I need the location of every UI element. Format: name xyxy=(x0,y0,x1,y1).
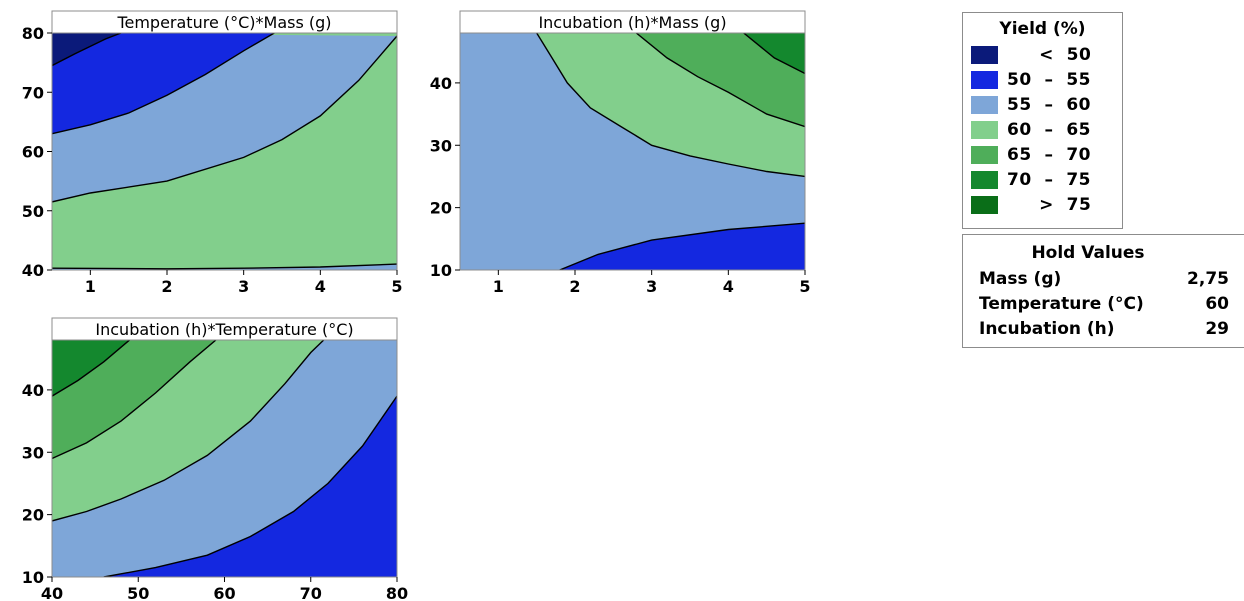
y-tick-label: 10 xyxy=(430,261,452,280)
legend-swatch xyxy=(971,146,998,164)
legend-swatch xyxy=(971,71,998,89)
x-tick-label: 2 xyxy=(161,277,172,296)
legend-swatch xyxy=(971,96,998,114)
x-tick-label: 5 xyxy=(391,277,402,296)
hold-name: Mass (g) xyxy=(979,269,1062,289)
contour-plot: Incubation (h)*Temperature (°C) 40 50 60 70 8… xyxy=(22,317,408,601)
y-tick-label: 70 xyxy=(22,83,44,102)
hold-value: 2,75 xyxy=(1187,269,1229,289)
plot-body xyxy=(52,33,397,270)
plot-title: Incubation (h)*Mass (g) xyxy=(538,13,726,32)
y-tick-label: 40 xyxy=(430,74,452,93)
x-tick-label: 80 xyxy=(386,584,408,601)
legend-label: 50 – 55 xyxy=(1007,70,1091,90)
contour-region xyxy=(559,223,805,270)
legend-item: 65 – 70 xyxy=(971,145,1121,166)
contour-line xyxy=(635,33,805,128)
plot-title-box xyxy=(51,10,398,34)
plot-title: Temperature (°C)*Mass (g) xyxy=(116,13,331,32)
legend-label: 70 – 75 xyxy=(1007,170,1091,190)
plot-body xyxy=(460,33,805,270)
hold-name: Incubation (h) xyxy=(979,319,1115,339)
plot-title-box xyxy=(51,317,398,341)
hold-value: 29 xyxy=(1205,319,1229,339)
legend-item: 55 – 60 xyxy=(971,95,1121,116)
contour-plots-area: Temperature (°C)*Mass (g) 1 2 3 4 5 40 50 60 70 80… xyxy=(22,10,811,601)
y-tick-label: 20 xyxy=(22,506,44,525)
legend-label: > 75 xyxy=(1007,195,1092,215)
contour-plot: Temperature (°C)*Mass (g) 1 2 3 4 5 40 50 60 70 80 xyxy=(22,10,403,296)
legend-title: Yield (%) xyxy=(999,19,1086,39)
legend-swatch xyxy=(971,171,998,189)
contour-line xyxy=(52,340,325,522)
hold-row-temperature: Temperature (°C) 60 xyxy=(979,294,1241,316)
y-tick-label: 60 xyxy=(22,143,44,162)
contour-region xyxy=(743,33,805,74)
x-tick-label: 40 xyxy=(41,584,63,601)
x-tick-label: 1 xyxy=(85,277,96,296)
x-tick-label: 3 xyxy=(238,277,249,296)
legend-item: 50 – 55 xyxy=(971,70,1121,91)
y-tick-label: 30 xyxy=(22,443,44,462)
legend-item: < 50 xyxy=(971,45,1121,66)
y-tick-label: 50 xyxy=(22,202,44,221)
plot-body xyxy=(52,340,397,577)
contour-region xyxy=(636,33,805,127)
legend-swatch xyxy=(971,46,998,64)
y-tick-label: 30 xyxy=(430,136,452,155)
legend-label: 55 – 60 xyxy=(1007,95,1091,115)
contour-line xyxy=(559,222,805,270)
y-tick-label: 20 xyxy=(430,199,452,218)
x-tick-label: 60 xyxy=(213,584,235,601)
legend-label: < 50 xyxy=(1007,45,1092,65)
contour-line xyxy=(52,33,122,67)
y-tick-label: 40 xyxy=(22,381,44,400)
contour-line xyxy=(536,33,805,178)
y-tick-label: 80 xyxy=(22,24,44,43)
hold-name: Temperature (°C) xyxy=(979,294,1144,314)
plot-title: Incubation (h)*Temperature (°C) xyxy=(95,320,353,339)
contour-region xyxy=(52,340,130,397)
contour-plot: Incubation (h)*Mass (g) 1 2 3 4 5 10 20 30 40 xyxy=(430,10,811,296)
hold-value: 60 xyxy=(1205,294,1229,314)
contour-line xyxy=(103,395,397,577)
x-tick-label: 3 xyxy=(646,277,657,296)
contour-region xyxy=(52,33,121,66)
hold-values-title: Hold Values xyxy=(1031,243,1145,263)
yield-legend: Yield (%) < 50 50 – 55 55 – 60 60 – 65 6… xyxy=(962,12,1123,229)
x-tick-label: 50 xyxy=(127,584,149,601)
legend-label: 65 – 70 xyxy=(1007,145,1091,165)
x-tick-label: 4 xyxy=(723,277,734,296)
legend-item: > 75 xyxy=(971,195,1121,216)
contour-region xyxy=(103,396,397,577)
hold-row-incubation: Incubation (h) 29 xyxy=(979,319,1241,341)
y-tick-label: 10 xyxy=(22,568,44,587)
legend-label: 60 – 65 xyxy=(1007,120,1091,140)
contour-region xyxy=(52,33,275,134)
contour-line xyxy=(52,340,217,460)
contour-line xyxy=(743,33,805,75)
x-tick-label: 4 xyxy=(315,277,326,296)
x-tick-label: 1 xyxy=(493,277,504,296)
plot-title-box xyxy=(459,10,806,34)
hold-row-mass: Mass (g) 2,75 xyxy=(979,269,1241,291)
hold-values-panel: Hold Values Mass (g) 2,75 Temperature (°… xyxy=(962,234,1244,348)
contour-line xyxy=(52,33,275,135)
contour-line xyxy=(52,340,131,397)
contour-line xyxy=(52,263,397,270)
legend-swatch xyxy=(971,196,998,214)
legend-item: 60 – 65 xyxy=(971,120,1121,141)
x-tick-label: 70 xyxy=(300,584,322,601)
legend-item: 70 – 75 xyxy=(971,170,1121,191)
contour-line xyxy=(52,35,397,203)
x-tick-label: 5 xyxy=(799,277,810,296)
x-tick-label: 2 xyxy=(569,277,580,296)
y-tick-label: 40 xyxy=(22,261,44,280)
legend-swatch xyxy=(971,121,998,139)
